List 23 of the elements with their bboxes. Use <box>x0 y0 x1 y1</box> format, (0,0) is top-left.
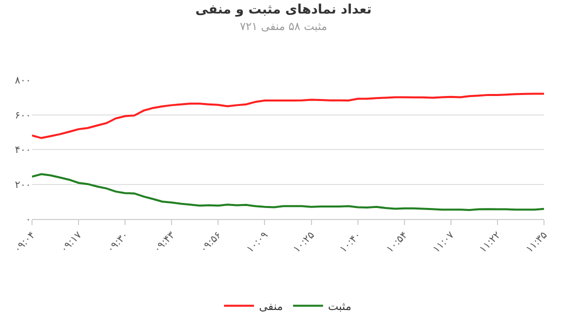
x-tick-label: ۱۱:۰۷ <box>431 229 458 256</box>
x-tick-label: ۰۹:۵۶ <box>198 230 224 256</box>
x-tick-label: ۰۹:۱۷ <box>58 229 85 256</box>
x-tick-label: ۱۰:۴۰ <box>338 230 364 256</box>
line-series <box>32 92 544 140</box>
y-tick-label: ۴۰۰ <box>14 145 31 156</box>
chart-title: تعداد نمادهای مثبت و منفی <box>195 2 372 18</box>
y-tick-label: ۲۰۰ <box>14 180 31 191</box>
x-tick-label: ۰۹:۴۳ <box>152 229 178 256</box>
x-tick-label: ۱۰:۵۴ <box>384 230 410 256</box>
x-tick-label: ۰۹:۳۰ <box>105 230 131 256</box>
y-tick-label: ۸۰۰ <box>14 76 31 86</box>
x-tick-label: ۱۰:۰۹ <box>245 230 270 256</box>
chart-subtitle: مثبت ۵۸ منفی ۷۲۱ <box>240 20 328 34</box>
x-tick-label: ۱۱:۲۲ <box>478 230 504 256</box>
x-tick-label: ۱۰:۲۵ <box>292 230 317 256</box>
x-tick-label: ۰۹:۰۴ <box>12 230 38 256</box>
line-series <box>32 173 544 211</box>
y-tick-label: ۰ <box>26 214 31 226</box>
legend-label: مثبت <box>328 300 352 314</box>
legend-label: منفی <box>259 300 284 314</box>
x-tick-label: ۱۱:۳۵ <box>524 230 550 256</box>
y-tick-label: ۶۰۰ <box>14 110 31 122</box>
